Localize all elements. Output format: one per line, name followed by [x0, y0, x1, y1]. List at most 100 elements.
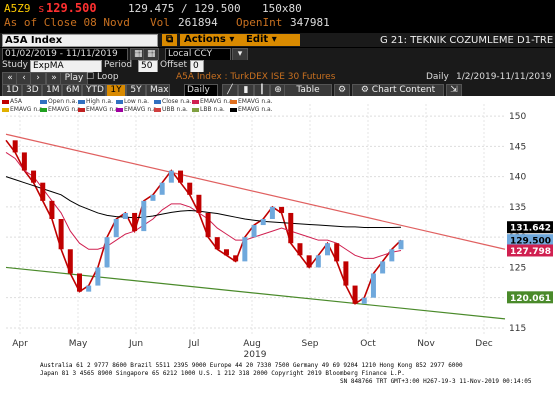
candle	[260, 219, 266, 226]
study-label: Study	[2, 60, 28, 70]
legend-item[interactable]: EMAVG n.a.	[2, 106, 45, 113]
legend-item[interactable]: EMAVG n.a.	[230, 106, 273, 113]
screen-title: G 21: TEKNIK COZUMLEME D1-TRE	[380, 35, 554, 46]
legend-item[interactable]: EMAVG n.a.	[116, 106, 159, 113]
y-tick-label: 145	[509, 142, 526, 152]
candle	[334, 243, 340, 262]
legend-label: High n.a.	[86, 98, 113, 105]
candle	[223, 249, 229, 256]
legend-swatch	[40, 99, 47, 104]
price-chart: A5A Open n.a. High n.a. Low n.a. Close n.a. E…	[0, 96, 555, 360]
legend-label: EMAVG n.a.	[10, 106, 45, 113]
gear-icon: ⚙	[360, 85, 369, 95]
line-chart-icon[interactable]: ╱	[222, 84, 238, 97]
legend-swatch	[40, 107, 47, 112]
settings-icon[interactable]: ⚙	[334, 84, 350, 97]
timeframe-toolbar: 1D 3D 1M 6M YTD 1Y 5Y Max Daily ╱ ▮ ┃ ⊕ Table ⚙…	[0, 84, 555, 97]
y-tick-label: 115	[509, 324, 526, 334]
candle	[187, 182, 193, 195]
candle	[233, 255, 239, 262]
candle	[214, 237, 220, 250]
candle	[269, 206, 275, 219]
legend-swatch	[230, 107, 237, 112]
actions-label: Actions	[184, 34, 226, 45]
price-tag	[507, 221, 553, 234]
legend-label: Open n.a.	[48, 98, 78, 105]
candle	[178, 170, 184, 183]
legend-swatch	[154, 107, 161, 112]
candle	[196, 194, 202, 213]
candle	[370, 273, 376, 298]
edit-label: Edit	[246, 34, 269, 45]
candle	[31, 170, 37, 183]
expand-button[interactable]: ⧉	[162, 34, 178, 46]
offset-label: Offset	[160, 60, 188, 70]
legend-item[interactable]: Low n.a.	[116, 98, 149, 105]
legend-label: A5A	[10, 98, 23, 105]
legend-label: LBB n.a.	[200, 106, 225, 113]
y-tick-label: 150	[509, 112, 526, 122]
legend-item[interactable]: UBB n.a.	[154, 106, 188, 113]
x-tick-label: Dec	[475, 339, 492, 349]
chart-legend: A5A Open n.a. High n.a. Low n.a. Close n.a. E…	[2, 98, 302, 118]
candle	[49, 200, 55, 219]
loop-toggle[interactable]: ☐ Loop	[86, 72, 119, 82]
security-field[interactable]: A5A Index	[2, 34, 158, 47]
price-tag-label: 129.500	[510, 237, 551, 247]
candle	[325, 243, 331, 256]
legend-swatch	[116, 107, 123, 112]
range-label: 1/2/2019-11/11/2019	[456, 72, 552, 82]
x-tick-label: Aug	[243, 339, 261, 349]
trendline-upper	[5, 133, 506, 250]
legend-item[interactable]: A5A	[2, 98, 22, 105]
candle	[67, 249, 73, 274]
legend-item[interactable]: EMAVG n.a.	[78, 106, 121, 113]
candle	[205, 212, 211, 238]
legend-item[interactable]: EMAVG n.a.	[230, 98, 273, 105]
candle	[21, 152, 27, 171]
bid-ask: 129.475 / 129.500	[128, 2, 241, 15]
legend-swatch	[78, 99, 85, 104]
legend-item[interactable]: LBB n.a.	[192, 106, 225, 113]
legend-swatch	[192, 99, 199, 104]
x-axis-label: 2019	[244, 350, 267, 360]
candle	[398, 240, 404, 250]
candle	[104, 237, 110, 268]
candle	[251, 225, 257, 238]
legend-swatch	[116, 99, 123, 104]
legend-item[interactable]: EMAVG n.a.	[192, 98, 235, 105]
chart-plot[interactable]: 115120125130135140145150AprMayJunJulAugS…	[0, 96, 555, 360]
series-line-2	[5, 176, 402, 228]
legend-item[interactable]: High n.a.	[78, 98, 113, 105]
candle	[306, 255, 312, 268]
legend-swatch	[2, 99, 9, 104]
candle	[86, 285, 92, 292]
legend-label: UBB n.a.	[162, 106, 188, 113]
legend-item[interactable]: Open n.a.	[40, 98, 77, 105]
oi-value: 347981	[290, 16, 330, 29]
quote-header: A5Z9 s 129.500 129.475 / 129.500 150x80 …	[0, 0, 555, 32]
timeframe-5y[interactable]: 5Y	[126, 84, 146, 97]
candle	[389, 249, 395, 262]
play-button[interactable]: Play	[60, 72, 88, 85]
series-line-1	[5, 152, 402, 259]
y-tick-label: 135	[509, 203, 526, 213]
price-tag	[507, 244, 553, 257]
legend-item[interactable]: Close n.a.	[154, 98, 192, 105]
edit-menu[interactable]: Edit ▾	[242, 34, 300, 46]
candle	[95, 267, 101, 286]
candle	[361, 297, 367, 304]
candle	[315, 255, 321, 268]
actions-menu[interactable]: Actions ▾	[180, 34, 244, 46]
legend-swatch	[230, 99, 237, 104]
legend-item[interactable]: EMAVG n.a.	[40, 106, 83, 113]
price-tag-label: 127.798	[510, 247, 551, 257]
price-tag-label: 120.061	[510, 294, 551, 304]
x-tick-label: Apr	[12, 339, 28, 349]
offset-field[interactable]: 0	[190, 60, 204, 73]
footer-line-2: Japan 81 3 4565 8900 Singapore 65 6212 1…	[40, 370, 405, 377]
x-tick-label: Sep	[302, 339, 319, 349]
chart-description: A5A Index : TurkDEX ISE 30 Futures	[176, 72, 336, 82]
candle	[159, 182, 165, 195]
candle	[12, 140, 18, 153]
